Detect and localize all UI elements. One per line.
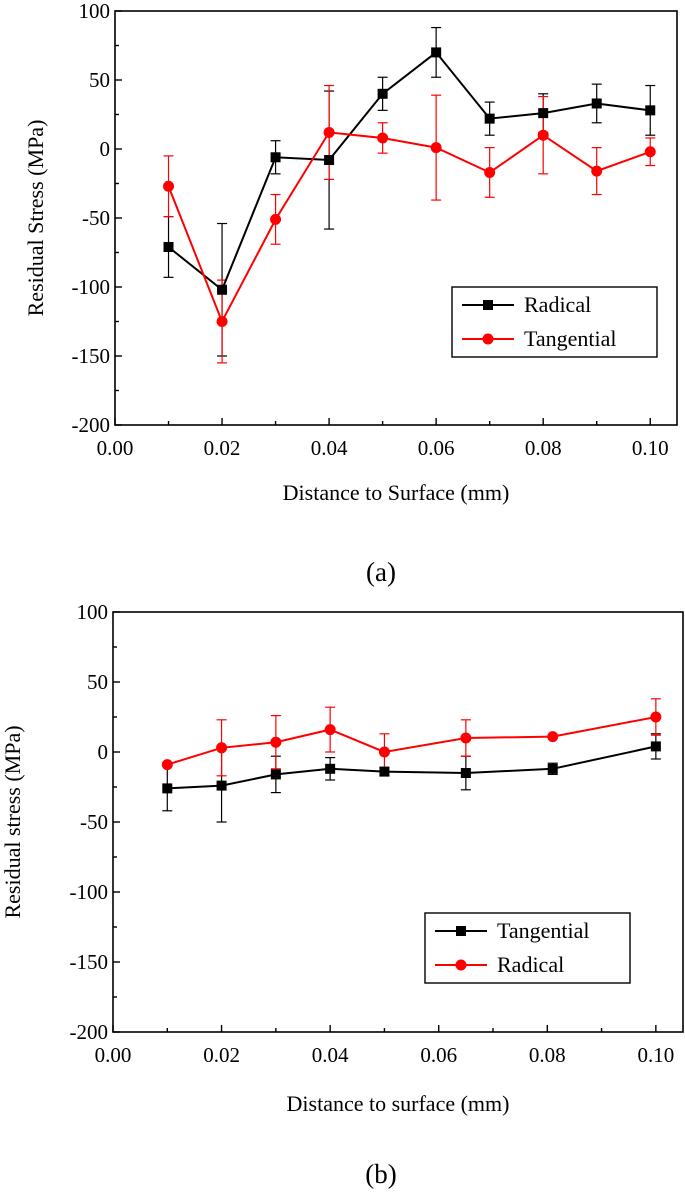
data-point: [591, 165, 603, 177]
panel-label-b: (b): [365, 1159, 396, 1189]
data-point: [216, 780, 227, 791]
series-line: [167, 51, 651, 292]
data-point: [430, 142, 442, 154]
x-tick-label: 0.02: [203, 1043, 240, 1067]
y-tick-label: 50: [87, 670, 108, 694]
data-point: [377, 88, 388, 99]
data-point: [547, 731, 559, 743]
data-point: [323, 126, 335, 138]
legend-marker: [483, 300, 493, 310]
data-point: [270, 152, 281, 163]
legend-box: [451, 286, 658, 358]
y-tick-label: -50: [82, 206, 110, 230]
axis-tick-labels: 0.00 0.02 0.04 0.06 0.08 0.10 -200 -150 -100 -50 0…: [72, 0, 669, 460]
series-markers: [161, 711, 662, 794]
x-tick-label: 0.04: [312, 1043, 349, 1067]
x-tick-label: 0.10: [637, 1043, 674, 1067]
chart-panel-a: 0.00 0.02 0.04 0.06 0.08 0.10 -200 -150 -100 -50 0…: [23, 0, 678, 587]
series-line: [167, 745, 657, 790]
x-tick-label: 0.08: [529, 1043, 566, 1067]
data-point: [538, 108, 549, 119]
y-tick-label: -100: [70, 880, 109, 904]
legend-marker: [455, 959, 467, 971]
data-point: [547, 763, 558, 774]
data-point: [324, 155, 335, 166]
data-point: [537, 129, 549, 141]
legend-label: Radical: [497, 952, 564, 977]
x-tick-label: 0.00: [97, 436, 134, 460]
y-tick-label: 0: [100, 137, 111, 161]
data-point: [324, 724, 336, 736]
y-tick-label: -200: [70, 1020, 109, 1044]
y-tick-label: -50: [80, 810, 108, 834]
data-point: [163, 180, 175, 192]
data-point: [484, 113, 495, 124]
data-point: [645, 105, 656, 116]
series-lines: [167, 51, 651, 324]
x-tick-label: 0.06: [418, 436, 455, 460]
legend-label: Tangential: [497, 918, 590, 943]
x-tick-label: 0.10: [632, 436, 669, 460]
y-tick-label: -200: [72, 413, 111, 437]
data-point: [650, 741, 661, 752]
x-tick-label: 0.02: [204, 436, 241, 460]
x-tick-label: 0.08: [525, 436, 562, 460]
y-tick-label: -100: [72, 275, 111, 299]
series-line: [167, 716, 657, 766]
data-point: [162, 783, 173, 794]
series-lines: [167, 716, 657, 790]
legend-label: Radical: [524, 292, 591, 317]
legend-label: Tangential: [524, 326, 617, 351]
data-point: [377, 132, 389, 144]
data-point: [161, 759, 173, 771]
data-point: [378, 746, 390, 758]
data-point: [270, 769, 281, 780]
data-point: [216, 742, 228, 754]
plot-frame: [114, 10, 678, 426]
legend: Radical Tangential: [451, 286, 658, 358]
data-point: [484, 166, 496, 178]
y-tick-label: 0: [98, 740, 109, 764]
data-point: [270, 213, 282, 225]
legend-box: [424, 912, 631, 984]
panel-label-a: (a): [366, 557, 396, 587]
axis-ticks: [114, 10, 651, 426]
series-line: [167, 131, 651, 324]
x-axis-title: Distance to Surface (mm): [283, 480, 510, 505]
y-tick-label: 50: [89, 68, 110, 92]
legend-marker: [482, 333, 494, 345]
y-axis-title: Residual stress (MPa): [0, 725, 25, 918]
data-point: [644, 146, 656, 158]
y-tick-label: -150: [70, 950, 109, 974]
x-tick-label: 0.00: [95, 1043, 132, 1067]
data-point: [216, 316, 228, 327]
series-markers: [163, 47, 656, 327]
data-point: [163, 241, 174, 252]
data-point: [650, 711, 662, 723]
x-axis-title: Distance to surface (mm): [287, 1091, 510, 1116]
y-tick-label: -150: [72, 344, 111, 368]
data-point: [325, 763, 336, 774]
y-axis-title: Residual Stress (MPa): [23, 120, 48, 317]
data-point: [431, 47, 442, 58]
chart-panel-b: 0.00 0.02 0.04 0.06 0.08 0.10 -200 -150 -100 -50 0…: [0, 600, 684, 1189]
data-point: [217, 284, 228, 295]
axis-tick-labels: 0.00 0.02 0.04 0.06 0.08 0.10 -200 -150 -100 -50 0…: [70, 600, 675, 1067]
data-point: [270, 736, 282, 748]
x-tick-label: 0.04: [311, 436, 348, 460]
data-point: [460, 768, 471, 778]
axis-ticks: [112, 611, 657, 1033]
error-bars: [162, 698, 661, 823]
data-point: [460, 732, 472, 744]
data-point: [591, 98, 602, 109]
y-tick-label: 100: [79, 0, 111, 23]
legend: Tangential Radical: [424, 912, 631, 984]
data-point: [379, 766, 390, 777]
y-tick-label: 100: [77, 600, 109, 624]
x-tick-label: 0.06: [420, 1043, 457, 1067]
legend-marker: [456, 926, 466, 936]
